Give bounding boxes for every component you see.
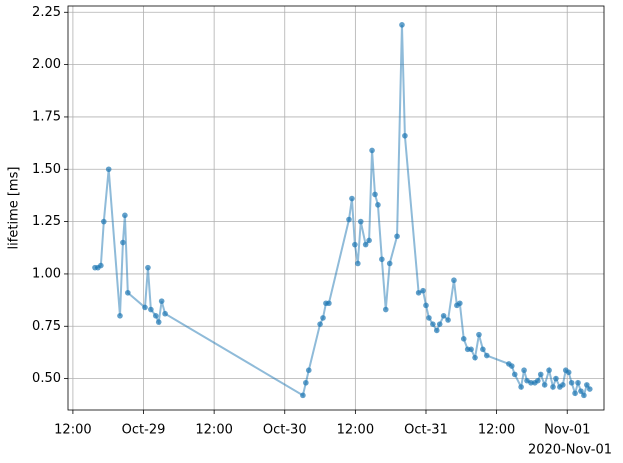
- x-tick-label: 12:00: [337, 423, 374, 438]
- data-point: [386, 260, 393, 267]
- data-point: [550, 384, 556, 390]
- y-tick-label: 1.00: [32, 266, 61, 281]
- data-point: [162, 310, 168, 317]
- data-point: [460, 336, 467, 342]
- data-point: [117, 313, 123, 319]
- data-point: [105, 166, 112, 173]
- data-point: [423, 302, 429, 309]
- data-point: [480, 346, 486, 353]
- data-point: [379, 256, 385, 263]
- data-point: [537, 371, 544, 378]
- data-point: [145, 264, 151, 271]
- data-point: [457, 300, 463, 307]
- y-tick-label: 1.50: [32, 162, 61, 177]
- data-point: [586, 386, 593, 392]
- data-point: [317, 321, 323, 327]
- data-point: [575, 379, 581, 386]
- data-point: [433, 327, 440, 334]
- data-point: [394, 233, 400, 240]
- data-point: [572, 390, 578, 397]
- data-point: [511, 371, 518, 378]
- data-point: [372, 191, 378, 198]
- data-point: [445, 317, 451, 323]
- data-point: [303, 379, 309, 386]
- data-point: [300, 392, 306, 399]
- data-point: [568, 379, 575, 386]
- x-tick-label: 12:00: [478, 423, 515, 438]
- data-point: [352, 241, 358, 248]
- data-point: [100, 218, 107, 225]
- data-point: [534, 377, 541, 384]
- data-point: [581, 392, 587, 399]
- data-point: [468, 346, 474, 353]
- y-tick-label: 2.00: [32, 57, 61, 72]
- data-point: [122, 212, 128, 219]
- x-tick-label: Oct-31: [404, 423, 448, 438]
- data-point: [430, 321, 436, 327]
- data-point: [346, 216, 352, 223]
- y-tick-label: 0.50: [32, 371, 61, 386]
- data-point: [509, 363, 515, 369]
- data-point: [142, 304, 148, 311]
- data-point: [521, 367, 527, 374]
- data-point: [415, 289, 422, 296]
- data-point: [426, 315, 432, 321]
- data-point: [320, 315, 326, 321]
- data-point: [584, 382, 590, 388]
- data-point: [366, 237, 372, 244]
- y-tick-label: 0.75: [32, 319, 61, 334]
- data-point: [399, 22, 405, 28]
- data-point: [152, 313, 159, 319]
- data-point: [326, 300, 332, 307]
- data-point: [476, 331, 482, 338]
- data-point: [357, 218, 364, 225]
- data-point: [382, 306, 389, 313]
- data-point: [472, 354, 478, 361]
- data-point: [349, 195, 355, 202]
- data-point: [98, 262, 104, 269]
- data-point: [553, 375, 559, 382]
- data-point: [355, 260, 361, 267]
- data-point: [546, 367, 552, 374]
- data-point: [155, 319, 162, 325]
- data-point: [420, 287, 426, 294]
- x-offset-label: 2020-Nov-01: [528, 443, 612, 458]
- data-point: [565, 369, 572, 376]
- x-tick-label: 12:00: [54, 423, 91, 438]
- y-tick-label: 2.25: [32, 5, 61, 20]
- x-tick-label: Oct-30: [263, 423, 307, 438]
- x-tick-label: 12:00: [195, 423, 232, 438]
- data-point: [305, 367, 312, 374]
- data-point: [402, 132, 408, 139]
- data-point: [483, 352, 490, 359]
- data-point: [578, 388, 584, 394]
- data-point: [541, 382, 548, 388]
- data-point: [528, 379, 534, 386]
- data-line: [94, 24, 591, 398]
- data-point: [436, 321, 443, 327]
- data-point: [362, 241, 369, 248]
- data-point: [369, 147, 375, 154]
- data-point: [120, 239, 126, 246]
- y-axis-label: lifetime [ms]: [7, 167, 22, 250]
- data-point: [518, 384, 524, 390]
- data-point: [451, 277, 457, 284]
- x-tick-label: Oct-29: [122, 423, 166, 438]
- y-tick-label: 1.75: [32, 109, 61, 124]
- x-tick-label: Nov-01: [544, 423, 590, 438]
- data-point: [158, 298, 165, 304]
- data-point: [148, 306, 154, 313]
- data-point: [125, 289, 131, 296]
- y-tick-label: 1.25: [32, 214, 61, 229]
- data-point: [375, 202, 381, 208]
- data-point: [560, 382, 566, 388]
- data-point: [440, 313, 447, 319]
- plot-frame: [67, 5, 605, 411]
